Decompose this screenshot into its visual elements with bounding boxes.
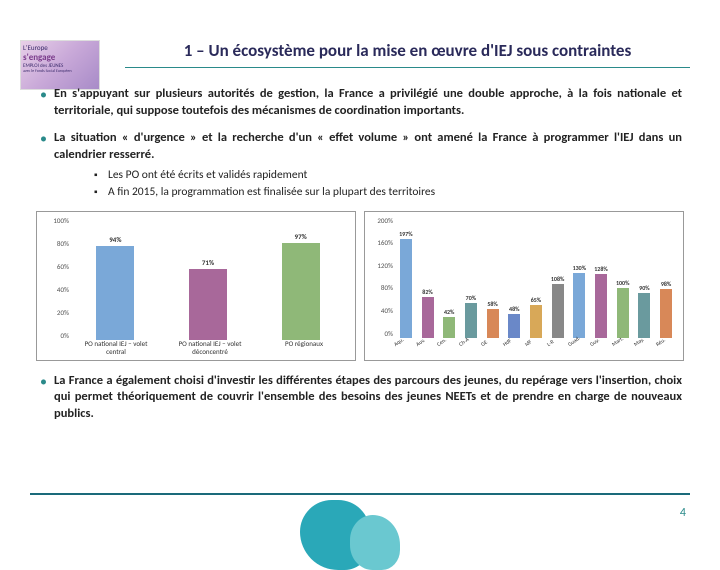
chart1-ytick: 0%	[43, 331, 69, 340]
chart2-bar-group: 98%	[657, 280, 675, 338]
chart2-value-label: 100%	[616, 279, 630, 287]
chart1-ytick: 80%	[43, 239, 69, 248]
chart1-value-label: 97%	[295, 232, 307, 241]
chart2-value-label: 65%	[531, 296, 541, 304]
chart2-value-label: 48%	[509, 305, 519, 313]
chart2-bar-group: 58%	[483, 300, 501, 338]
chart2-value-label: 58%	[487, 300, 497, 308]
chart2-bar-group: 48%	[505, 305, 523, 338]
chart2-ytick: 0%	[369, 329, 393, 338]
chart-po-regionaux: 200% 160% 120% 80% 40% 0% 197% 82% 42% 70% 58% 48%…	[364, 211, 684, 361]
chart2-plot: 200% 160% 120% 80% 40% 0% 197% 82% 42% 70% 58% 48%…	[369, 216, 679, 338]
charts-row: 100% 80% 60% 40% 20% 0% 94% 71% 97% PO national…	[36, 211, 684, 361]
sub-bullet-list: Les PO ont été écrits et validés rapidem…	[54, 168, 682, 201]
chart2-ytick: 40%	[369, 306, 393, 315]
chart2-bar	[638, 293, 650, 338]
bullet-list: En s'appuyant sur plusieurs autorités de…	[30, 86, 690, 201]
chart2-value-label: 108%	[551, 275, 565, 283]
chart1-xlabel: PO national IEJ – volet central	[79, 340, 152, 355]
chart1-value-label: 71%	[202, 258, 214, 267]
sub-bullet-2: A fin 2015, la programmation est finalis…	[94, 185, 682, 201]
chart2-ytick: 120%	[369, 261, 393, 270]
chart2-value-label: 128%	[594, 265, 608, 273]
chart2-value-label: 90%	[639, 284, 649, 292]
chart2-bar	[552, 284, 564, 338]
chart2-value-label: 82%	[422, 288, 432, 296]
chart2-bar-group: 130%	[570, 264, 588, 338]
logo-europe-engage: L'Europe s'engage EMPLOI des JEUNES avec…	[20, 40, 100, 90]
logo-line4: avec le Fonds Social Européen	[23, 69, 97, 74]
chart2-bar	[465, 303, 477, 338]
chart2-value-label: 130%	[573, 264, 587, 272]
chart2-bar	[400, 239, 412, 338]
page-title: 1 – Un écosystème pour la mise en œuvre …	[125, 40, 690, 68]
bullet-1-text: En s'appuyant sur plusieurs autorités de…	[54, 86, 682, 118]
chart2-bar	[617, 288, 629, 338]
chart1-bar	[96, 246, 134, 340]
chart2-ytick: 160%	[369, 238, 393, 247]
chart2-bar-group: 197%	[397, 230, 415, 338]
logo-line2: s'engage	[23, 52, 97, 63]
bullet-2: La situation « d'urgence » et la recherc…	[38, 130, 682, 201]
chart1-bar	[189, 269, 227, 340]
slide: L'Europe s'engage EMPLOI des JEUNES avec…	[0, 0, 720, 540]
decorative-blobs	[300, 490, 420, 570]
chart2-bar	[422, 297, 434, 338]
chart2-bar	[660, 289, 672, 338]
chart2-bar-group: 82%	[418, 288, 436, 338]
chart2-value-label: 197%	[399, 230, 413, 238]
chart1-xlabel: PO national IEJ – volet déconcentré	[173, 340, 246, 355]
bullet-3: La France a également choisi d'investir …	[38, 373, 682, 424]
chart1-ytick: 20%	[43, 308, 69, 317]
chart1-bar-group: 94%	[79, 235, 151, 340]
chart1-yaxis: 100% 80% 60% 40% 20% 0%	[43, 216, 69, 341]
chart2-bar-group: 108%	[548, 275, 566, 338]
chart1-bar	[282, 243, 320, 340]
bullet-1: En s'appuyant sur plusieurs autorités de…	[38, 86, 682, 120]
chart2-bar-group: 65%	[527, 296, 545, 338]
blob-2	[350, 515, 400, 570]
chart1-value-label: 94%	[109, 235, 121, 244]
chart2-value-label: 42%	[444, 308, 454, 316]
bullet-3-text: La France a également choisi d'investir …	[54, 373, 682, 422]
chart2-yaxis: 200% 160% 120% 80% 40% 0%	[369, 216, 393, 338]
chart2-xlabels: Aqu.Auv.Cen.Ch-AGEHdFIdFL-RGuad.Guy.Mart…	[369, 338, 679, 356]
chart2-ytick: 80%	[369, 283, 393, 292]
chart1-ytick: 60%	[43, 262, 69, 271]
page-number: 4	[680, 506, 686, 520]
chart1-bar-group: 97%	[265, 232, 337, 340]
chart2-bar	[595, 274, 607, 338]
logo-line1: L'Europe	[23, 43, 97, 52]
chart2-ytick: 200%	[369, 216, 393, 225]
chart2-value-label: 70%	[466, 294, 476, 302]
chart2-bar-group: 100%	[614, 279, 632, 338]
chart2-bar	[573, 273, 585, 338]
sub-bullet-1: Les PO ont été écrits et validés rapidem…	[94, 168, 682, 184]
chart1-ytick: 40%	[43, 285, 69, 294]
chart1-plot: 100% 80% 60% 40% 20% 0% 94% 71% 97%	[41, 216, 351, 341]
chart2-value-label: 98%	[661, 280, 671, 288]
chart1-bar-group: 71%	[172, 258, 244, 340]
chart2-bar-group: 70%	[462, 294, 480, 338]
chart2-bar-group: 90%	[635, 284, 653, 338]
bullet-2-text: La situation « d'urgence » et la recherc…	[54, 130, 682, 162]
chart1-xlabels: PO national IEJ – volet central PO nation…	[41, 340, 351, 355]
chart2-bar-group: 128%	[592, 265, 610, 338]
chart-po-national: 100% 80% 60% 40% 20% 0% 94% 71% 97% PO national…	[36, 211, 356, 361]
chart1-ytick: 100%	[43, 216, 69, 225]
chart1-xlabel: PO régionaux	[267, 340, 340, 355]
bullet-list-after: La France a également choisi d'investir …	[30, 373, 690, 424]
